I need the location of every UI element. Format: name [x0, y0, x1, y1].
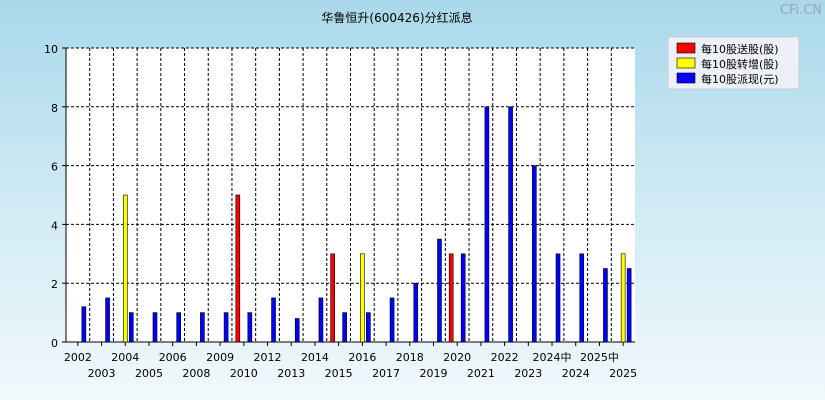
bar-cash-dividend: [603, 268, 608, 343]
y-tick-label: 4: [51, 219, 58, 232]
bar-transfer-share: [620, 253, 626, 343]
bar-bonus-share: [235, 194, 241, 343]
x-tick-label: 2004: [111, 351, 139, 364]
y-tick-label: 10: [44, 43, 58, 56]
x-tick-label: 2025中: [580, 351, 619, 364]
legend-swatch: [676, 42, 696, 54]
legend-label: 每10股送股(股): [701, 42, 779, 56]
legend: 每10股送股(股)每10股转增(股)每10股派现(元): [667, 36, 800, 90]
plot-area: 0 2 4 6 8 10 2002 2003 2004 2005 2006 2008 2009 2010 2…: [44, 43, 637, 380]
bar-cash-dividend: [389, 297, 395, 343]
x-tick-label: 2005: [135, 367, 163, 380]
bar-cash-dividend: [437, 238, 442, 343]
x-tick-label: 2022: [491, 351, 519, 364]
bar-cash-dividend: [247, 312, 253, 343]
x-tick-label: 2018: [396, 351, 424, 364]
x-tick-label: 2016: [348, 351, 376, 364]
x-tick-label: 2019: [419, 367, 447, 380]
bar-cash-dividend: [152, 312, 158, 343]
legend-label: 每10股派现(元): [701, 72, 779, 86]
x-tick-label: 2023: [514, 367, 542, 380]
bar-transfer-share: [360, 253, 365, 343]
bar-cash-dividend: [294, 318, 300, 343]
y-tick-label: 2: [51, 278, 58, 291]
bar-bonus-share: [448, 253, 454, 343]
bar-cash-dividend: [105, 297, 110, 343]
bar-bonus-share: [330, 253, 335, 343]
x-tick-label: 2009: [206, 351, 234, 364]
bar-cash-dividend: [128, 312, 134, 343]
bar-cash-dividend: [532, 165, 537, 343]
bar-cash-dividend: [508, 106, 513, 343]
x-tick-label: 2021: [467, 367, 495, 380]
bar-cash-dividend: [176, 312, 181, 343]
bar-cash-dividend: [81, 306, 87, 343]
bar-cash-dividend: [366, 312, 371, 343]
x-tick-label: 2002: [64, 351, 92, 364]
bar-cash-dividend: [223, 312, 229, 343]
legend-label: 每10股转增(股): [701, 57, 779, 71]
bar-cash-dividend: [271, 297, 276, 343]
bar-cash-dividend: [342, 312, 347, 343]
x-tick-label: 2012: [254, 351, 282, 364]
x-tick-label: 2003: [88, 367, 116, 380]
bar-transfer-share: [122, 194, 128, 343]
x-tick-label: 2013: [277, 367, 305, 380]
bar-cash-dividend: [318, 297, 324, 343]
x-tick-label: 2020: [443, 351, 471, 364]
x-tick-label: 2010: [230, 367, 258, 380]
x-tick-label: 2024中: [533, 351, 572, 364]
x-tick-label: 2024: [562, 367, 590, 380]
watermark: CFi.CN: [780, 3, 822, 18]
y-tick-label: 8: [51, 102, 58, 115]
bar-cash-dividend: [460, 253, 466, 343]
x-tick-label: 2015: [325, 367, 353, 380]
x-tick-label: 2017: [372, 367, 400, 380]
legend-swatch: [676, 57, 696, 69]
x-tick-label: 2025: [609, 367, 637, 380]
bar-cash-dividend: [579, 253, 585, 343]
y-tick-label: 0: [51, 337, 58, 350]
chart-title: 华鲁恒升(600426)分红派息: [321, 10, 472, 25]
bar-cash-dividend: [200, 312, 205, 343]
bar-cash-dividend: [555, 253, 561, 343]
bar-cash-dividend: [626, 268, 632, 343]
y-tick-label: 6: [51, 161, 58, 174]
x-tick-label: 2014: [301, 351, 329, 364]
x-tick-label: 2008: [182, 367, 210, 380]
x-tick-label: 2006: [159, 351, 187, 364]
bar-cash-dividend: [413, 282, 419, 343]
legend-swatch: [676, 72, 696, 84]
bar-cash-dividend: [484, 106, 490, 343]
